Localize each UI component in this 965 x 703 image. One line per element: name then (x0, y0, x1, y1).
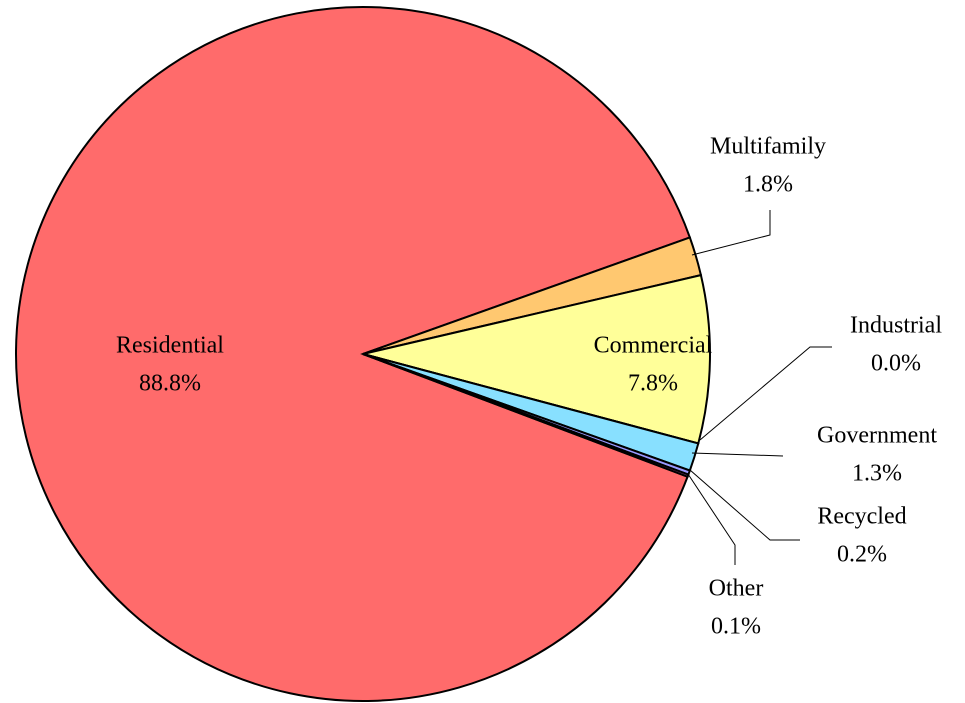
leader-line (691, 210, 771, 256)
slice-value-label: 88.8% (139, 371, 201, 397)
slice-label: Residential (116, 333, 224, 359)
slice-value-label: 7.8% (628, 371, 678, 397)
slice-label: Government (817, 423, 937, 449)
slice-label: Commercial (594, 333, 713, 359)
slice-value-label: 0.0% (871, 351, 921, 377)
leader-line (687, 473, 736, 565)
slice-label: Recycled (817, 504, 906, 530)
slice-label: Industrial (850, 313, 942, 339)
pie-slice (362, 273, 711, 445)
leader-line (691, 452, 784, 457)
slice-value-label: 0.1% (711, 614, 761, 640)
slice-label: Multifamily (710, 134, 826, 160)
leader-line (689, 469, 800, 541)
pie-slice (15, 6, 692, 702)
slice-value-label: 0.2% (837, 542, 887, 568)
slice-value-label: 1.8% (743, 172, 793, 198)
leader-line (699, 346, 832, 441)
slice-label: Other (709, 576, 764, 602)
slice-value-label: 1.3% (852, 461, 902, 487)
